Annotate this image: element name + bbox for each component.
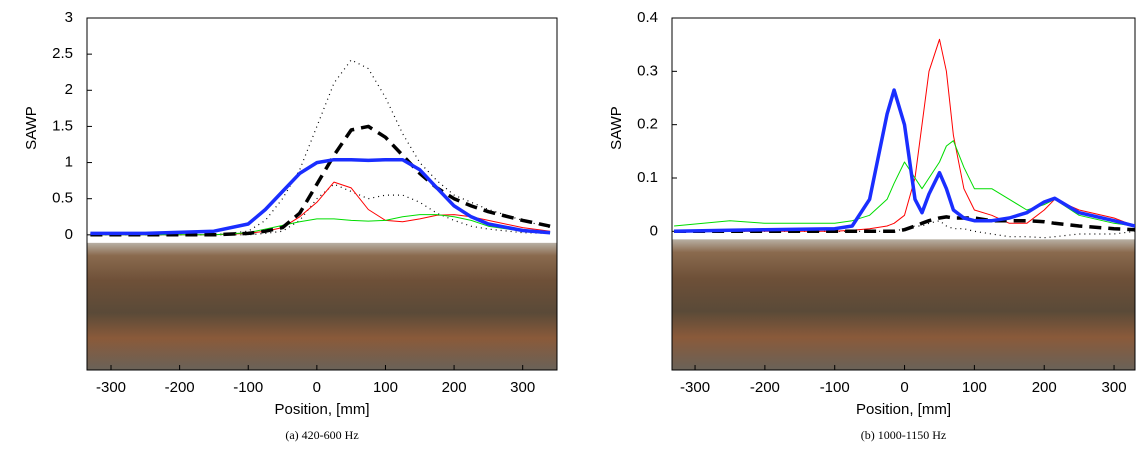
- y-axis-label: SAWP: [23, 106, 40, 150]
- plot-area: [86, 17, 558, 371]
- caption: (b) 1000-1150 Hz: [861, 428, 947, 442]
- x-tick-label: -200: [750, 379, 780, 396]
- y-tick-label: 0.1: [637, 169, 658, 186]
- x-tick-label: 300: [1102, 379, 1127, 396]
- y-tick-label: 0.2: [637, 116, 658, 133]
- data-line: [90, 59, 551, 236]
- x-tick-label: -200: [165, 379, 195, 396]
- data-line: [90, 124, 551, 237]
- y-tick-label: 3: [65, 9, 73, 26]
- data-line: [90, 183, 551, 236]
- y-tick-label: 1.5: [52, 117, 73, 134]
- data-line: [674, 140, 1135, 227]
- data-line: [674, 88, 1135, 234]
- data-line: [90, 157, 551, 236]
- plot-area: [671, 17, 1136, 371]
- track-photo: [87, 242, 557, 370]
- series-group: [90, 59, 551, 237]
- y-tick-label: 0: [65, 226, 73, 243]
- y-tick-label: 0: [650, 222, 658, 239]
- x-tick-label: -300: [96, 379, 126, 396]
- y-tick-label: 0.4: [637, 9, 658, 26]
- x-tick-label: 200: [442, 379, 467, 396]
- y-axis-label: SAWP: [608, 106, 625, 150]
- x-tick-label: 100: [962, 379, 987, 396]
- x-tick-label: 100: [373, 379, 398, 396]
- x-tick-label: 0: [900, 379, 908, 396]
- x-tick-label: -300: [680, 379, 710, 396]
- y-tick-label: 2.5: [52, 45, 73, 62]
- x-tick-label: 0: [313, 379, 321, 396]
- data-line: [90, 181, 551, 236]
- x-axis-label: Position, [mm]: [856, 401, 951, 418]
- y-tick-label: 0.5: [52, 190, 73, 207]
- x-tick-label: -100: [820, 379, 850, 396]
- x-axis-label: Position, [mm]: [274, 401, 369, 418]
- x-tick-label: 300: [510, 379, 535, 396]
- track-photo: [672, 239, 1135, 370]
- y-tick-label: 2: [65, 81, 73, 98]
- series-group: [674, 38, 1135, 239]
- y-tick-label: 0.3: [637, 62, 658, 79]
- caption: (a) 420-600 Hz: [285, 428, 358, 442]
- x-tick-label: 200: [1032, 379, 1057, 396]
- x-tick-label: -100: [233, 379, 263, 396]
- y-tick-label: 1: [65, 154, 73, 171]
- data-line: [674, 215, 1135, 234]
